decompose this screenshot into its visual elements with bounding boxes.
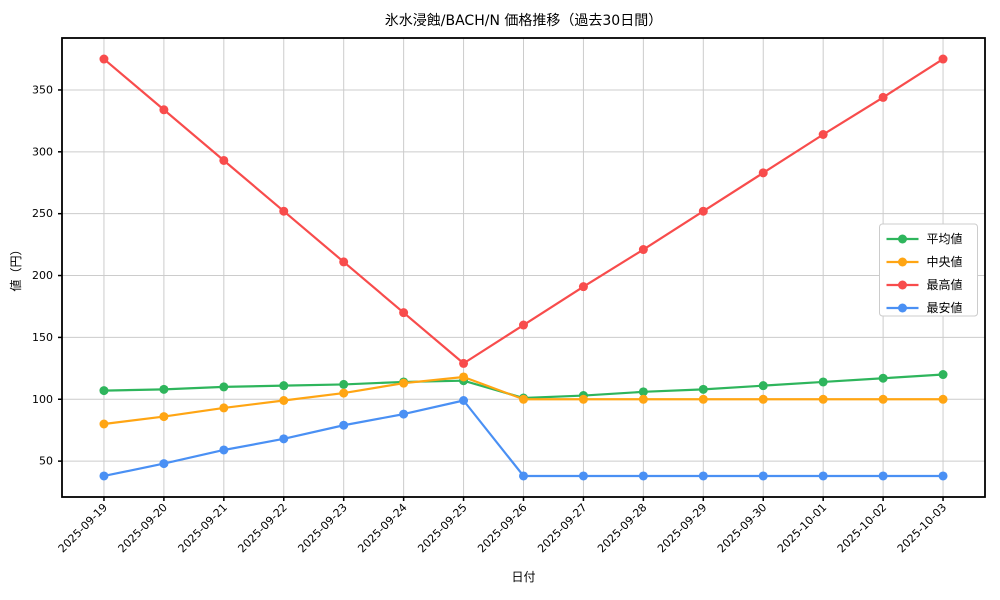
min-marker (638, 471, 648, 481)
min-marker (339, 420, 349, 430)
y-tick-label: 100 (32, 393, 53, 406)
y-tick-label: 350 (32, 83, 53, 96)
max-marker (938, 54, 948, 64)
max-marker (638, 245, 648, 255)
min-marker (159, 459, 169, 469)
legend-median-label: 中央値 (927, 254, 963, 269)
x-axis-label: 日付 (511, 570, 535, 584)
legend-average-label: 平均値 (927, 231, 963, 246)
legend-median-marker (898, 257, 907, 267)
median-marker (818, 394, 828, 404)
average-marker (99, 386, 109, 396)
median-marker (878, 394, 888, 404)
min-marker (399, 409, 409, 419)
legend-min-label: 最安値 (927, 300, 963, 315)
max-marker (159, 105, 169, 115)
max-marker (519, 320, 528, 330)
average-marker (279, 381, 289, 391)
max-marker (219, 155, 229, 165)
average-marker (698, 384, 708, 394)
min-marker (878, 471, 888, 481)
average-marker (938, 370, 948, 380)
legend-box (879, 223, 978, 317)
y-tick-label: 150 (32, 331, 53, 344)
max-marker (99, 54, 109, 64)
y-tick-label: 200 (32, 269, 53, 282)
min-marker (99, 471, 109, 481)
legend-max-label: 最高値 (927, 277, 963, 292)
legend-min-marker (898, 303, 907, 313)
median-marker (938, 394, 948, 404)
legend-average-marker (898, 234, 907, 244)
min-marker (698, 471, 708, 481)
median-marker (159, 412, 169, 422)
median-marker (578, 394, 588, 404)
average-marker (339, 379, 349, 389)
median-marker (758, 394, 768, 404)
average-marker (878, 373, 888, 383)
max-marker (339, 257, 349, 267)
median-marker (99, 419, 109, 429)
median-marker (459, 372, 469, 382)
legend-max-marker (898, 280, 907, 290)
average-marker (219, 382, 229, 392)
min-marker (459, 395, 469, 405)
median-marker (399, 378, 409, 388)
max-marker (758, 168, 768, 178)
max-marker (818, 130, 828, 140)
min-marker (938, 471, 948, 481)
min-marker (219, 445, 229, 455)
y-axis-label: 値（円） (8, 243, 23, 291)
average-marker (818, 377, 828, 387)
max-marker (399, 308, 409, 318)
average-marker (159, 384, 169, 394)
y-tick-label: 50 (39, 455, 53, 468)
min-marker (758, 471, 768, 481)
max-marker (459, 358, 469, 368)
max-marker (279, 206, 289, 216)
median-marker (638, 394, 648, 404)
median-marker (219, 403, 229, 413)
median-marker (279, 395, 289, 405)
y-tick-label: 300 (32, 145, 53, 158)
y-tick-label: 250 (32, 207, 53, 220)
max-marker (878, 92, 888, 102)
min-marker (519, 471, 528, 481)
max-marker (698, 206, 708, 216)
median-marker (698, 394, 708, 404)
median-marker (519, 394, 528, 404)
chart-title: 氷水浸蝕/BACH/N 価格推移（過去30日間） (385, 12, 662, 29)
average-marker (758, 381, 768, 391)
min-marker (279, 434, 289, 444)
min-marker (818, 471, 828, 481)
median-marker (339, 388, 349, 398)
average-marker (638, 387, 648, 397)
min-marker (578, 471, 588, 481)
max-marker (578, 282, 588, 292)
